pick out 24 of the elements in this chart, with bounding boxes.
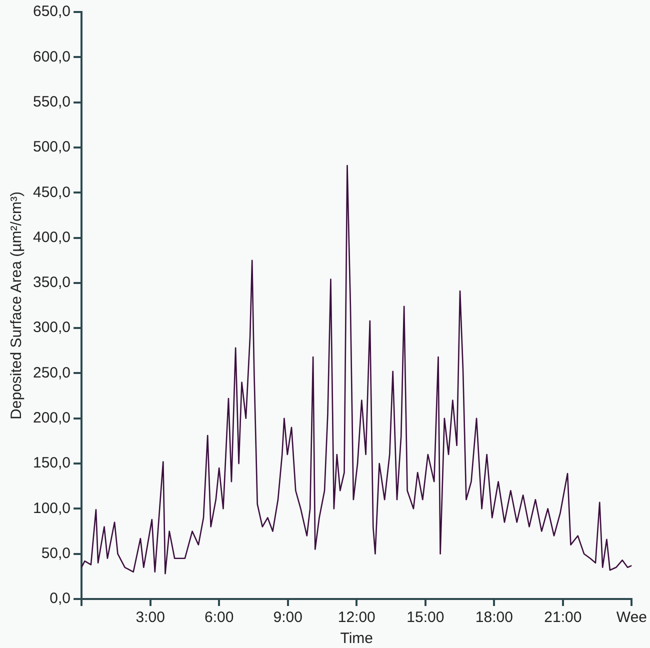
y-tick-label: 550,0 <box>32 93 71 110</box>
y-tick-label: 200,0 <box>32 410 71 427</box>
y-tick-label: 350,0 <box>32 274 71 292</box>
x-tick-label: 18:00 <box>475 609 513 626</box>
x-tick-label: 9:00 <box>273 609 302 626</box>
y-tick-label: 650,0 <box>32 3 71 20</box>
y-tick-label: 450,0 <box>32 184 71 201</box>
x-axis-title: Time <box>340 630 374 648</box>
y-axis-title: Deposited Surface Area (µm²/cm³) <box>8 192 26 420</box>
y-tick-label: 150,0 <box>32 454 71 472</box>
x-tick-label: 15:00 <box>406 609 444 626</box>
y-tick-label: 250,0 <box>32 364 71 382</box>
y-tick-label: 0,0 <box>50 590 71 608</box>
y-tick-label: 300,0 <box>32 319 71 336</box>
y-tick-label: 100,0 <box>32 500 71 517</box>
x-tick-label: 21:00 <box>544 609 582 626</box>
y-tick-label: 600,0 <box>32 48 71 66</box>
x-tick-label: 3:00 <box>136 609 165 626</box>
y-tick-label: 500,0 <box>32 138 71 156</box>
x-tick-label: 6:00 <box>204 609 234 626</box>
x-tick-label: 12:00 <box>338 609 376 626</box>
y-tick-label: 400,0 <box>32 228 71 246</box>
y-tick-label: 50,0 <box>41 544 71 562</box>
x-tick-label: Wee <box>616 609 648 626</box>
